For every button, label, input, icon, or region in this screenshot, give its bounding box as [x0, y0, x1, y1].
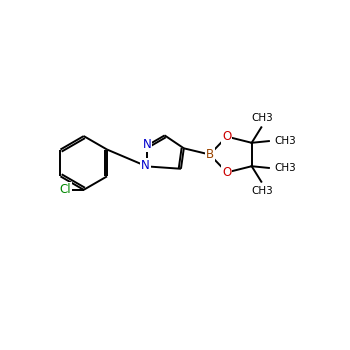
- Text: CH3: CH3: [274, 136, 296, 146]
- Text: N: N: [141, 159, 150, 172]
- Text: B: B: [205, 148, 214, 161]
- Text: O: O: [222, 166, 231, 179]
- Text: O: O: [222, 130, 231, 143]
- Text: Cl: Cl: [59, 183, 71, 196]
- Text: N: N: [142, 138, 151, 151]
- Text: CH3: CH3: [274, 163, 296, 173]
- Text: CH3: CH3: [251, 186, 273, 196]
- Text: CH3: CH3: [251, 113, 273, 123]
